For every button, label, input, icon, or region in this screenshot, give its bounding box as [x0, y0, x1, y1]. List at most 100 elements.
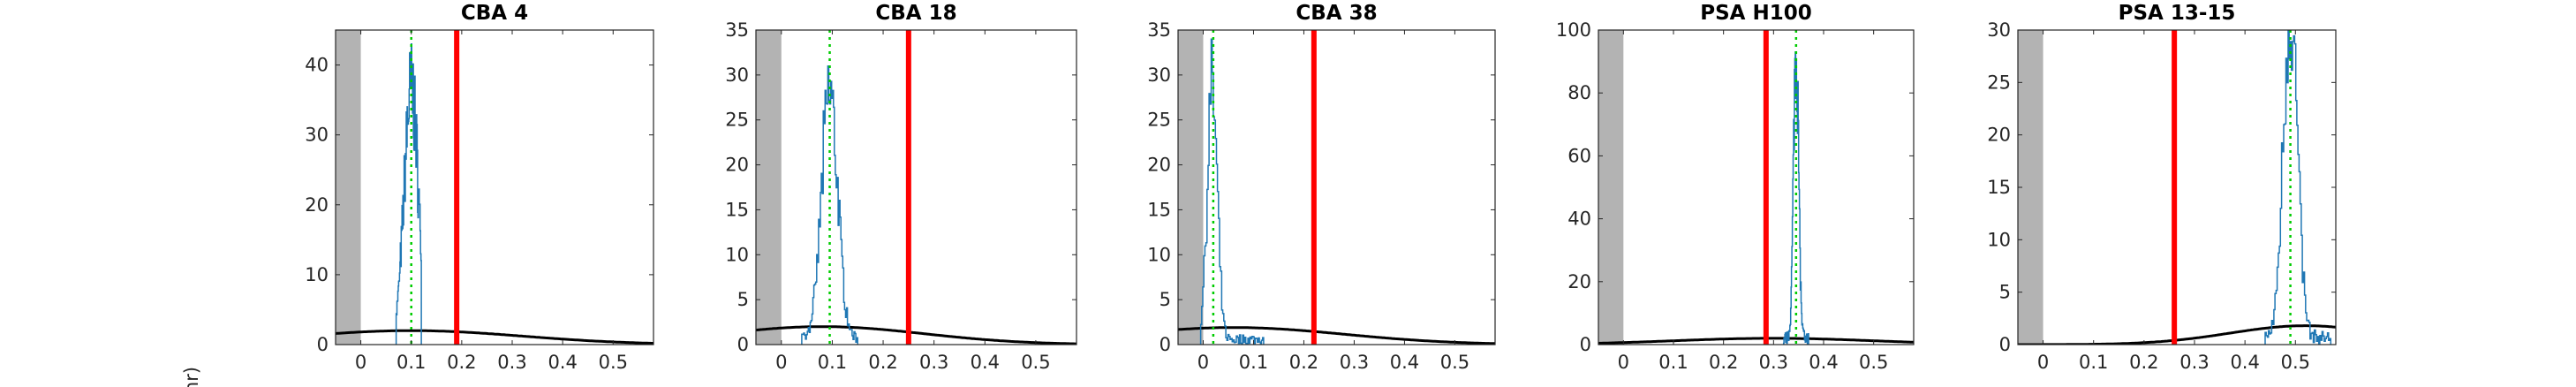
- y-tick-label: 100: [1556, 19, 1591, 41]
- y-tick-label: 15: [1147, 199, 1171, 220]
- y-tick-label: 5: [1160, 289, 1171, 310]
- y-tick-label: 30: [725, 64, 749, 86]
- x-tick-label: 0.3: [919, 352, 948, 373]
- y-tick-label: 20: [725, 155, 749, 176]
- y-tick-label: 20: [1147, 155, 1171, 176]
- x-tick-label: 0.1: [397, 352, 426, 373]
- x-tick-label: 0.2: [2129, 352, 2158, 373]
- chart-panel-2: 0 0.1 0.2 0.3 0.4 0.5 0 5 10 15 20 25 30 35 CBA 18: [725, 2, 1077, 373]
- y-tick-label: 20: [1987, 125, 2011, 146]
- y-tick-label: 0: [1160, 334, 1171, 355]
- chart-panel-3: 0 0.1 0.2 0.3 0.4 0.5 0 5 10 15 20 25 30 35 CBA 38: [1147, 2, 1496, 373]
- y-tick-label: 30: [1987, 19, 2011, 41]
- x-tick-label: 0.4: [548, 352, 577, 373]
- x-tick-label: 0.4: [1390, 352, 1419, 373]
- y-tick-label: 15: [1987, 177, 2011, 198]
- y-tick-label: 25: [1147, 110, 1171, 131]
- x-tick-label: 0.2: [1289, 352, 1318, 373]
- x-tick-label: 0.4: [1809, 352, 1838, 373]
- chart-title: CBA 38: [1296, 2, 1377, 25]
- x-tick-label: 0.1: [818, 352, 847, 373]
- x-tick-label: 0.3: [2179, 352, 2209, 373]
- data-layer: [1598, 30, 1914, 345]
- y-tick-label: 40: [1568, 209, 1591, 230]
- chart-panel-4: 0 0.1 0.2 0.3 0.4 0.5 0 20 40 60 80 100 PSA H100: [1556, 2, 1915, 373]
- y-tick-label: 0: [737, 334, 749, 355]
- y-tick-label: 5: [1999, 282, 2011, 303]
- y-tick-label: 5: [737, 289, 749, 310]
- data-layer: [1178, 30, 1495, 345]
- plot-area: [336, 30, 653, 345]
- histogram: [2264, 30, 2332, 345]
- data-layer: [756, 30, 1076, 345]
- x-tick-label: 0: [355, 352, 366, 373]
- y-tick-label: 20: [305, 194, 329, 216]
- histogram: [395, 43, 422, 345]
- prior-curve: [756, 325, 1076, 345]
- x-tick-label: 0.5: [1859, 352, 1888, 373]
- histogram: [1782, 51, 1809, 345]
- x-tick-label: 0: [1618, 352, 1629, 373]
- y-tick-label: 25: [1987, 72, 2011, 93]
- y-tick-label: 10: [1987, 229, 2011, 250]
- axes-box: [755, 29, 1077, 345]
- x-tick-label: 0.5: [2281, 352, 2310, 373]
- y-tick-label: 80: [1568, 82, 1591, 103]
- y-axis-label-fragment: nr): [181, 367, 202, 387]
- x-tick-label: 0.5: [1021, 352, 1050, 373]
- histogram: [801, 64, 858, 345]
- y-tick-label: 60: [1568, 145, 1591, 166]
- plot-area: [1598, 30, 1914, 345]
- x-tick-label: 0.5: [1440, 352, 1469, 373]
- axes-box: [335, 29, 654, 345]
- shaded-region: [1598, 30, 1624, 345]
- chart-title: CBA 18: [875, 2, 956, 25]
- prior-curve: [1178, 326, 1495, 345]
- x-tick-label: 0: [775, 352, 787, 373]
- chart-panel-1: 0 0.1 0.2 0.3 0.4 0.5 0 10 20 30 40 CBA 4: [305, 2, 654, 373]
- x-tick-label: 0.4: [2230, 352, 2259, 373]
- x-tick-label: 0.1: [1658, 352, 1688, 373]
- x-tick-label: 0.3: [1759, 352, 1788, 373]
- chart-title: CBA 4: [461, 2, 528, 25]
- data-layer: [336, 30, 653, 345]
- shaded-region: [336, 30, 361, 345]
- plot-area: [1178, 30, 1495, 345]
- x-tick-label: 0.2: [447, 352, 476, 373]
- histogram: [1199, 38, 1265, 345]
- x-tick-label: 0.1: [2079, 352, 2108, 373]
- y-tick-label: 0: [317, 334, 329, 355]
- y-tick-label: 0: [1580, 334, 1591, 355]
- y-tick-label: 0: [1999, 334, 2011, 355]
- x-tick-label: 0: [1197, 352, 1209, 373]
- y-tick-label: 10: [725, 244, 749, 265]
- y-tick-label: 35: [725, 19, 749, 41]
- y-tick-label: 15: [725, 199, 749, 220]
- x-tick-label: 0.5: [599, 352, 628, 373]
- shaded-region: [1178, 30, 1204, 345]
- x-tick-label: 0.2: [1709, 352, 1738, 373]
- x-tick-label: 0.3: [497, 352, 526, 373]
- x-tick-label: 0.4: [971, 352, 1000, 373]
- y-tick-label: 30: [305, 125, 329, 146]
- plot-area: [756, 30, 1076, 345]
- axes-box: [1598, 29, 1915, 345]
- y-tick-label: 30: [1147, 64, 1171, 86]
- chart-panel-5: 0 0.1 0.2 0.3 0.4 0.5 0 5 10 15 20 25 30 PSA 13-15: [1987, 2, 2337, 373]
- y-tick-label: 10: [1147, 244, 1171, 265]
- y-tick-label: 20: [1568, 271, 1591, 292]
- chart-title: PSA H100: [1700, 2, 1812, 25]
- x-tick-label: 0.3: [1340, 352, 1369, 373]
- y-tick-label: 10: [305, 264, 329, 285]
- prior-curve: [1598, 337, 1914, 345]
- axes-box: [1177, 29, 1496, 345]
- prior-curve: [336, 329, 653, 345]
- shaded-region: [756, 30, 782, 345]
- y-tick-label: 25: [725, 110, 749, 131]
- chart-title: PSA 13-15: [2119, 2, 2236, 25]
- y-tick-label: 40: [305, 55, 329, 76]
- x-tick-label: 0.2: [868, 352, 897, 373]
- y-tick-label: 35: [1147, 19, 1171, 41]
- x-tick-label: 0: [2037, 352, 2049, 373]
